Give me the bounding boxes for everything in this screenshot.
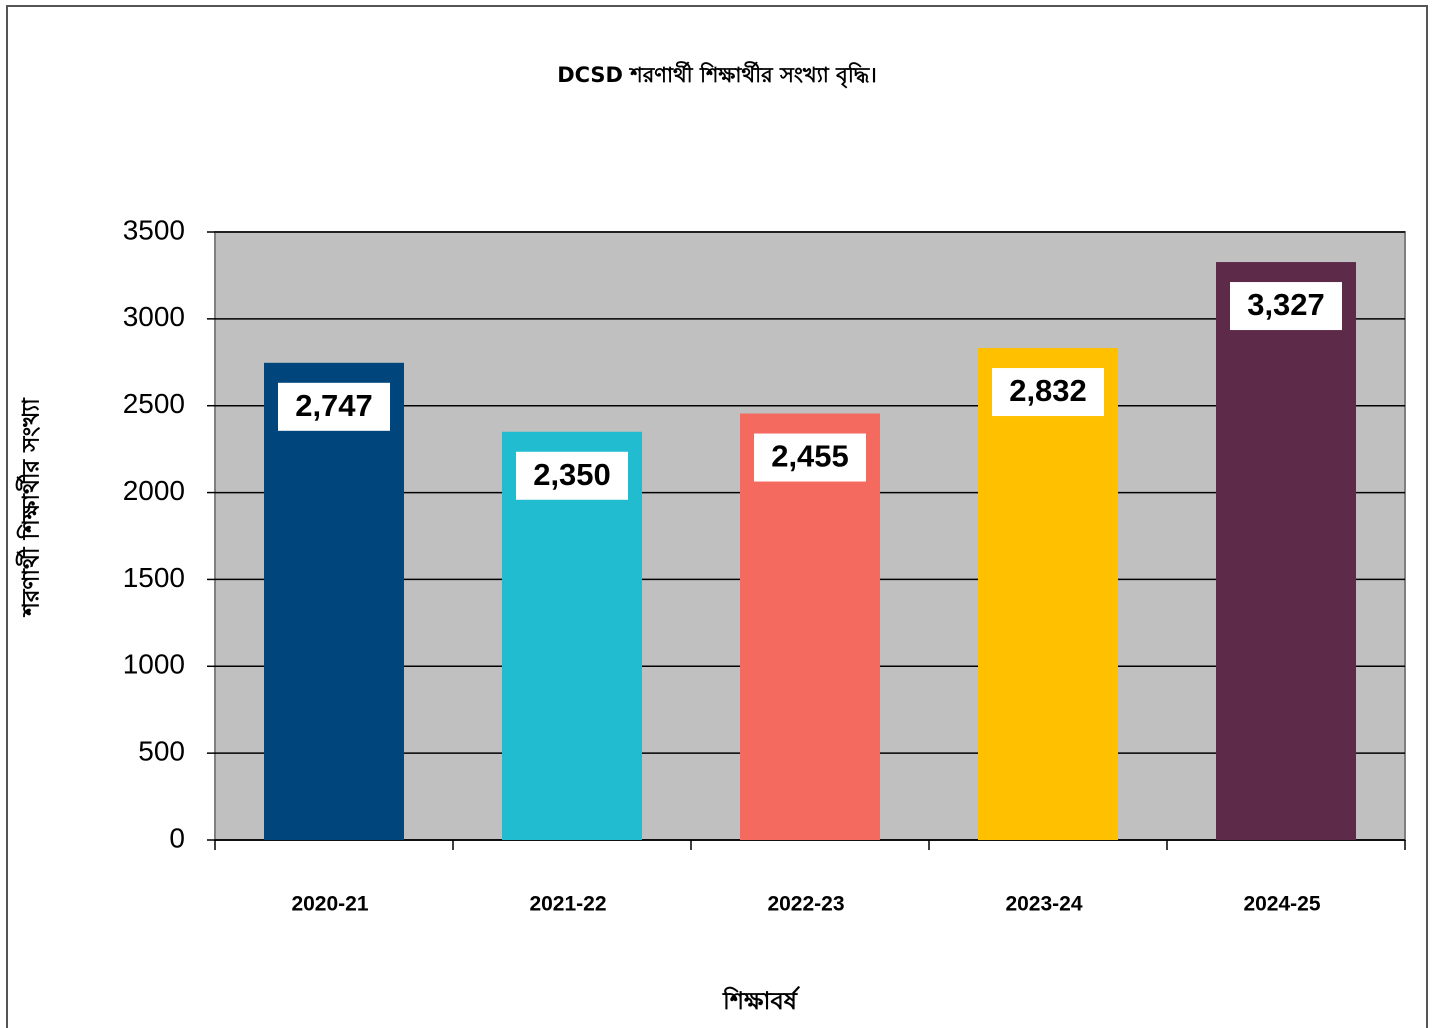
y-tick-label: 0 bbox=[169, 822, 185, 853]
y-tick-label: 3500 bbox=[123, 214, 185, 245]
y-tick-label: 3000 bbox=[123, 301, 185, 332]
y-tick-label: 500 bbox=[138, 736, 185, 767]
x-tick-label: 2020-21 bbox=[291, 893, 368, 916]
x-axis-label: শিক্ষাবর্ষ bbox=[722, 985, 800, 1015]
y-tick-label: 1000 bbox=[123, 649, 185, 680]
bar bbox=[978, 348, 1118, 840]
x-tick-label: 2022-23 bbox=[767, 893, 844, 916]
x-tick-label: 2024-25 bbox=[1243, 893, 1320, 916]
chart-title: DCSD শরণার্থী শিক্ষার্থীর সংখ্যা বৃদ্ধি। bbox=[557, 61, 877, 89]
value-label: 2,832 bbox=[1009, 373, 1087, 408]
value-label-box bbox=[516, 451, 628, 500]
y-tick-label: 2000 bbox=[123, 475, 185, 506]
y-tick-label: 2500 bbox=[123, 388, 185, 419]
value-label: 2,455 bbox=[771, 439, 849, 474]
value-label-box bbox=[754, 433, 866, 482]
value-label-box bbox=[278, 382, 390, 431]
value-label: 3,327 bbox=[1247, 287, 1325, 322]
bar bbox=[1216, 262, 1356, 840]
value-label: 2,747 bbox=[295, 388, 373, 423]
y-tick-label: 1500 bbox=[123, 562, 185, 593]
value-label-box bbox=[992, 368, 1104, 417]
value-label-box bbox=[1230, 282, 1342, 331]
x-tick-label: 2023-24 bbox=[1005, 893, 1082, 916]
x-tick-label: 2021-22 bbox=[529, 893, 606, 916]
y-axis-label: শরণার্থী শিক্ষার্থীর সংখ্যা bbox=[16, 397, 45, 618]
bar bbox=[264, 362, 404, 840]
bar bbox=[740, 413, 880, 840]
bar bbox=[502, 431, 642, 840]
value-label: 2,350 bbox=[533, 457, 611, 492]
